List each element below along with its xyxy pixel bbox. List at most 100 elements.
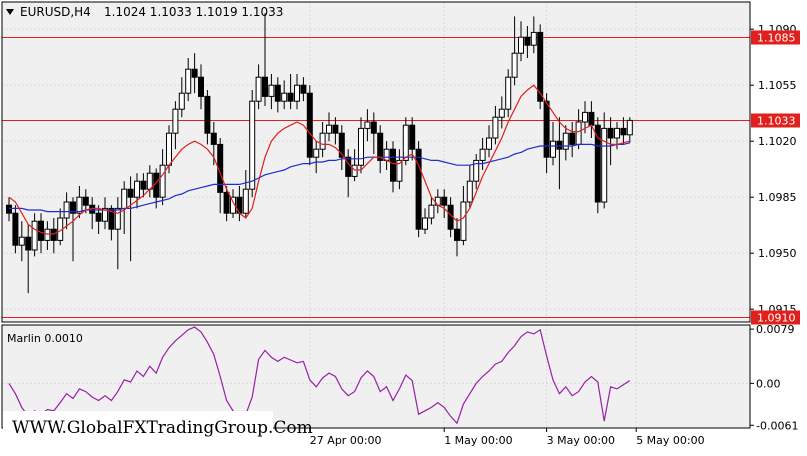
candle-body-bull [281, 92, 288, 102]
candle [172, 101, 179, 150]
candle-body-bear [409, 124, 416, 150]
candle-body-bull [626, 119, 633, 136]
candle-body-bear [204, 95, 211, 134]
candle-body-bear [338, 132, 345, 158]
price-tick-label: 1.1055 [758, 79, 797, 92]
candle [486, 125, 492, 158]
candle-body-bear [543, 100, 550, 158]
candle [626, 117, 633, 143]
indicator-plot-area[interactable] [2, 325, 750, 428]
candle [607, 117, 614, 166]
candle-body-bear [556, 140, 563, 150]
candle-body-bull [383, 148, 390, 161]
candle-body-bull [76, 196, 83, 214]
candle [287, 74, 294, 110]
candle-body-bear [38, 220, 44, 241]
level-label-box [751, 30, 800, 45]
candle [441, 189, 448, 218]
candle-body-bull [268, 84, 275, 97]
candle [63, 192, 70, 230]
candle [492, 106, 499, 145]
candle-body-bear [415, 148, 422, 230]
candle-body-bear [306, 92, 313, 158]
candle [530, 16, 537, 54]
candle [466, 165, 473, 209]
candle-body-bull [351, 164, 358, 177]
candle [415, 141, 422, 238]
candle [326, 112, 332, 142]
candle [114, 197, 121, 270]
candle [601, 112, 608, 209]
slow-ma-line [9, 142, 630, 213]
price-plot-area[interactable] [2, 2, 750, 322]
candle-body-bear [441, 196, 448, 206]
candle [524, 26, 531, 58]
price-frame [1, 1, 751, 323]
candle [594, 117, 601, 214]
candle-body-bull [562, 132, 569, 150]
candle-body-bull [422, 217, 428, 230]
moving-averages [8, 84, 630, 235]
candle-body-bull [428, 204, 435, 219]
candle-body-bull [255, 76, 262, 102]
candle-body-bull [313, 148, 320, 158]
candle [191, 53, 198, 94]
candle-body-bull [31, 220, 38, 251]
level-labels: 1.1085 1.1033 1.0910 [751, 30, 800, 325]
candle [300, 77, 307, 102]
candle [50, 218, 57, 254]
candle [6, 197, 12, 222]
candle [159, 149, 166, 206]
candle-body-bear [390, 148, 396, 182]
candle [204, 90, 211, 145]
candle [390, 141, 396, 193]
candle [249, 90, 256, 198]
candle-body-bull [63, 201, 70, 219]
indicator-frame [1, 324, 751, 429]
candle [127, 176, 134, 262]
horizontal-levels[interactable] [2, 37, 750, 318]
candle [313, 141, 320, 174]
candle [473, 154, 480, 190]
candle [409, 117, 416, 161]
level-label: 1.0910 [757, 312, 796, 325]
level-label: 1.1033 [757, 115, 796, 128]
candle [25, 224, 32, 294]
candle-body-bear [370, 121, 377, 134]
watermark-box [3, 411, 273, 442]
candle-body-bull [319, 132, 326, 150]
candle-body-bull [185, 68, 192, 94]
candle-body-bull [178, 92, 185, 110]
triangle-down-icon[interactable] [6, 9, 14, 15]
candle-body-bull [511, 52, 518, 78]
candle [178, 77, 185, 118]
candle [82, 189, 89, 214]
indicator-label: Marlin 0.0010 [7, 332, 83, 345]
candle-body-bull [44, 228, 51, 241]
time-axis: 27 Apr 00:00 1 May 00:00 3 May 00:00 5 May … [309, 428, 705, 447]
candle-body-bear [12, 212, 19, 246]
candle-body-bull [358, 127, 364, 166]
time-tick-label: 27 Apr 00:00 [310, 434, 382, 447]
candle-body-bull [121, 188, 128, 209]
candle-body-bear [332, 124, 339, 134]
candle-body-bear [198, 76, 204, 97]
candle [422, 208, 428, 234]
candle [498, 96, 505, 129]
candle-body-bear [594, 124, 601, 203]
candle [102, 197, 108, 230]
candle [537, 24, 544, 110]
candle [319, 122, 326, 158]
candle-body-bear [223, 191, 230, 214]
candle [505, 69, 512, 118]
candle-body-bull [159, 164, 166, 198]
candle-body-bull [242, 188, 249, 214]
candle [338, 125, 345, 170]
candle [268, 74, 275, 110]
candle-body-bull [498, 108, 505, 118]
fast-ma-line [8, 84, 630, 235]
candle-body-bull [530, 31, 537, 46]
candle [377, 125, 384, 174]
